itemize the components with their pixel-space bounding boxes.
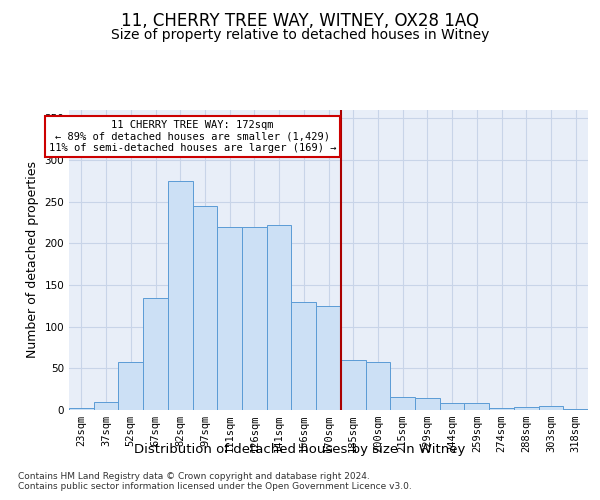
Bar bbox=[539, 406, 563, 410]
Text: 11 CHERRY TREE WAY: 172sqm
← 89% of detached houses are smaller (1,429)
11% of s: 11 CHERRY TREE WAY: 172sqm ← 89% of deta… bbox=[49, 120, 337, 153]
Bar bbox=[440, 402, 464, 410]
Bar bbox=[94, 402, 118, 410]
Bar bbox=[489, 408, 514, 410]
Bar bbox=[415, 398, 440, 410]
Bar bbox=[267, 225, 292, 410]
Bar bbox=[168, 181, 193, 410]
Text: Contains public sector information licensed under the Open Government Licence v3: Contains public sector information licen… bbox=[18, 482, 412, 491]
Bar bbox=[193, 206, 217, 410]
Text: Contains HM Land Registry data © Crown copyright and database right 2024.: Contains HM Land Registry data © Crown c… bbox=[18, 472, 370, 481]
Text: Distribution of detached houses by size in Witney: Distribution of detached houses by size … bbox=[134, 442, 466, 456]
Bar bbox=[341, 360, 365, 410]
Bar bbox=[292, 302, 316, 410]
Bar bbox=[316, 306, 341, 410]
Bar bbox=[217, 226, 242, 410]
Bar bbox=[464, 404, 489, 410]
Bar bbox=[514, 406, 539, 410]
Bar bbox=[143, 298, 168, 410]
Bar bbox=[365, 362, 390, 410]
Bar bbox=[390, 396, 415, 410]
Y-axis label: Number of detached properties: Number of detached properties bbox=[26, 162, 39, 358]
Bar bbox=[242, 226, 267, 410]
Bar bbox=[118, 362, 143, 410]
Bar bbox=[563, 409, 588, 410]
Text: 11, CHERRY TREE WAY, WITNEY, OX28 1AQ: 11, CHERRY TREE WAY, WITNEY, OX28 1AQ bbox=[121, 12, 479, 30]
Text: Size of property relative to detached houses in Witney: Size of property relative to detached ho… bbox=[111, 28, 489, 42]
Bar bbox=[69, 408, 94, 410]
